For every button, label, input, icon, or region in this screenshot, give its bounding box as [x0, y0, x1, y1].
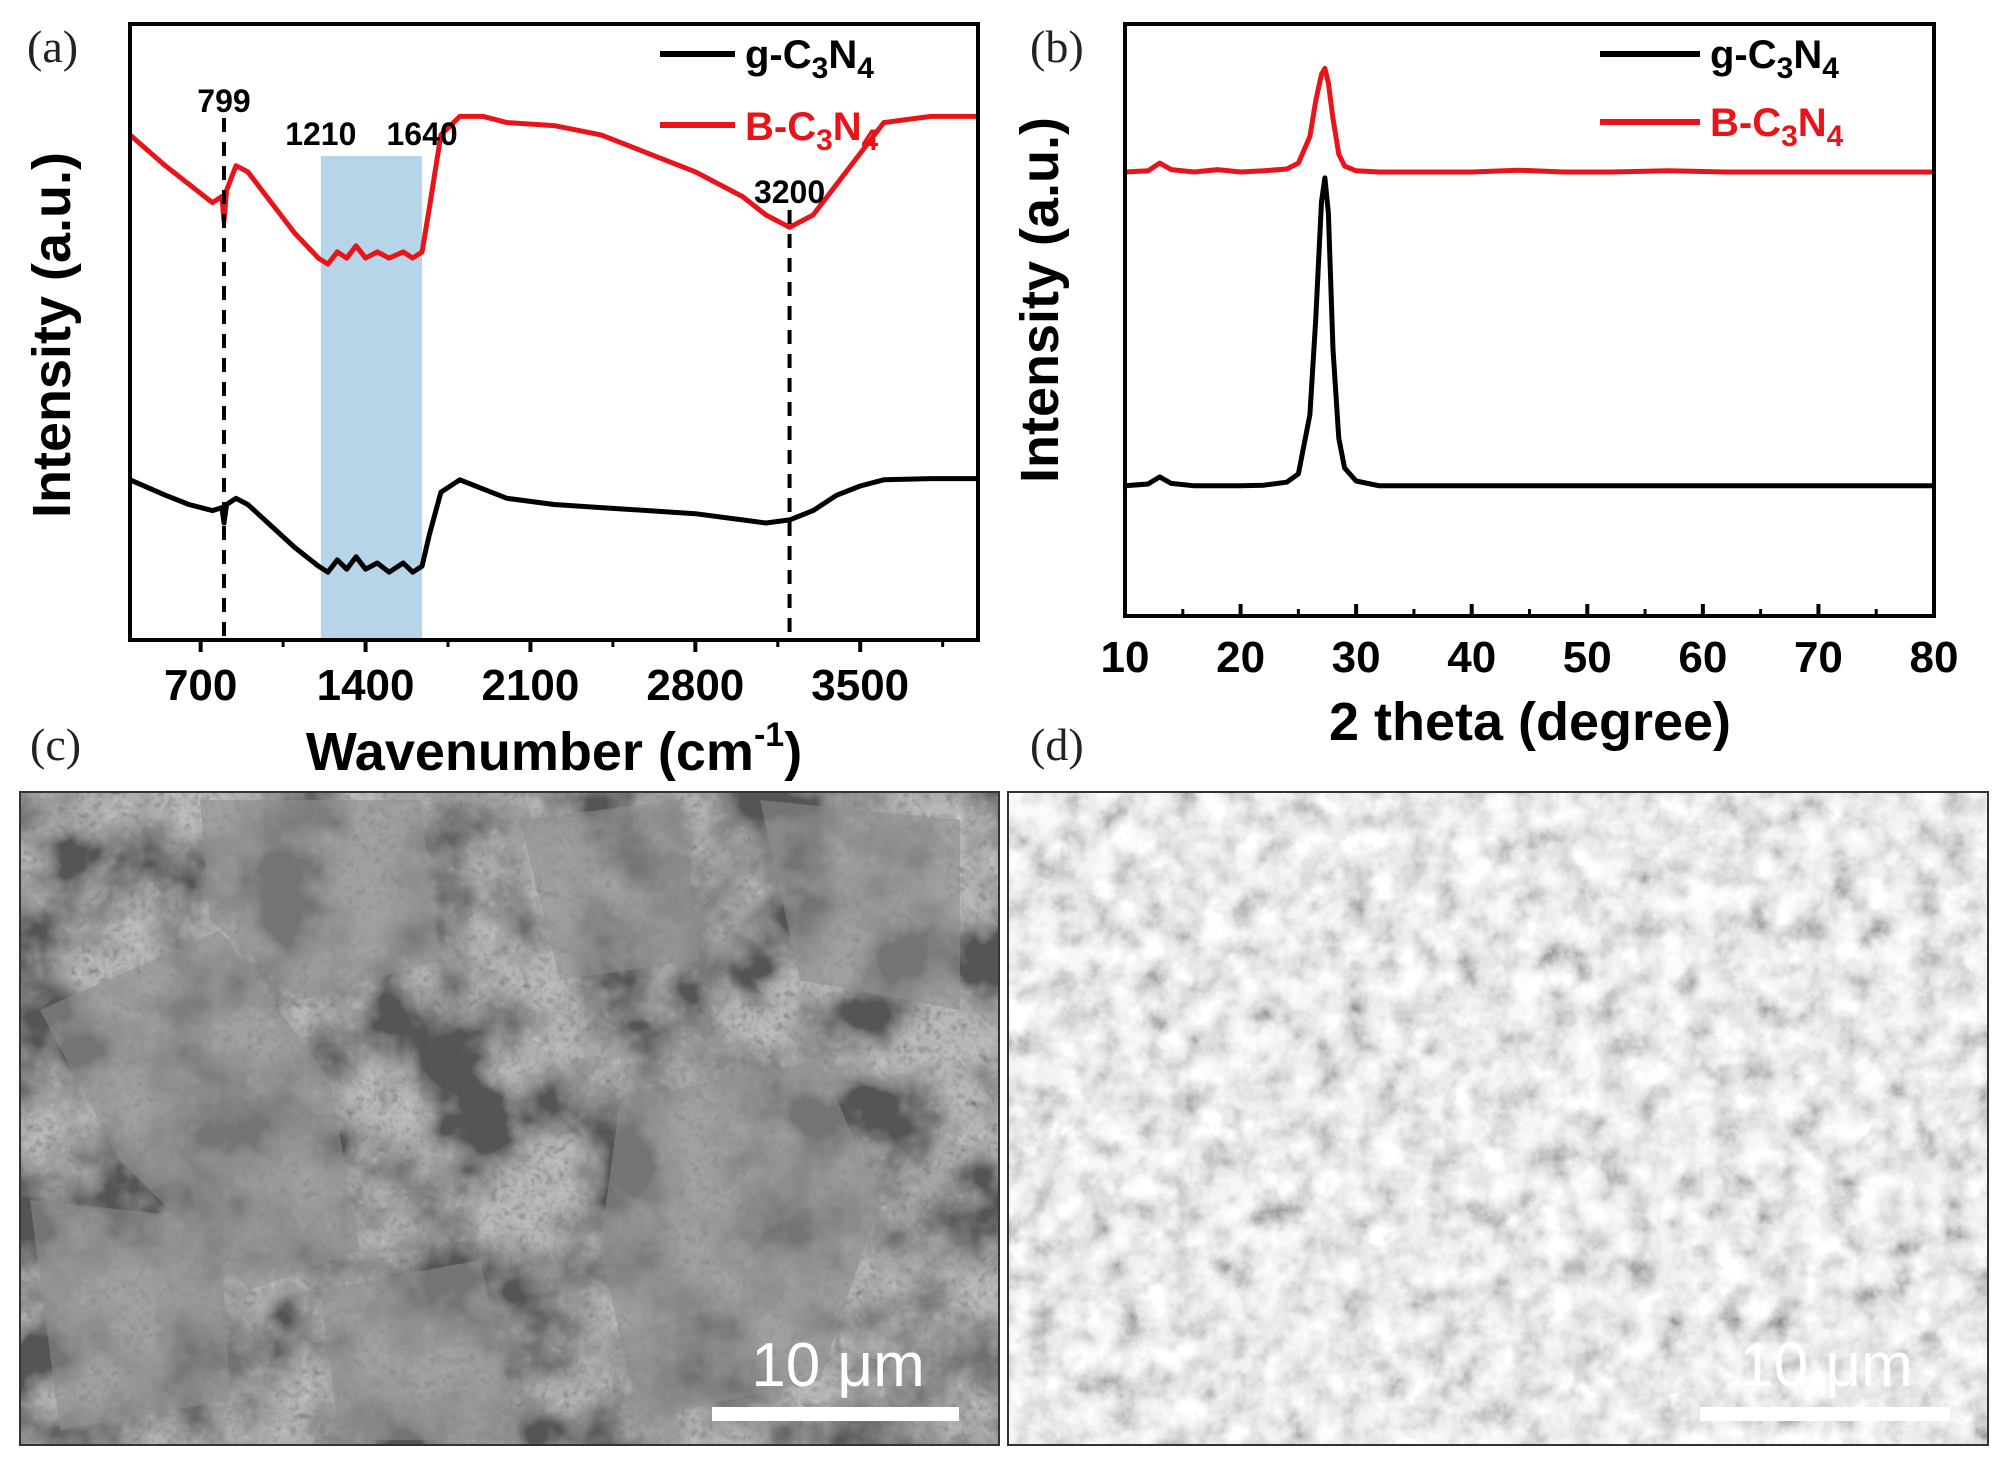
panel-a-x-tick-label-2800: 2800 — [646, 661, 744, 710]
panel-a-x-axis-label: Wavenumber (cm-1) — [306, 716, 802, 782]
panel-a-legend-label-b: B-C3N4 — [745, 105, 879, 157]
panel-a-x-axis-label-main: Wavenumber (cm — [306, 722, 754, 782]
panel-d-scalebar-label: 10 μm — [1739, 1331, 1913, 1400]
panel-a-annotation-799: 799 — [197, 83, 250, 119]
panel-a-series — [128, 113, 978, 575]
panel-b-x-tick-label-60: 60 — [1678, 633, 1727, 682]
panel-c-scalebar-label: 10 μm — [751, 1331, 925, 1400]
panel-b-x-tick-label-70: 70 — [1794, 633, 1843, 682]
panel-b-x-tick-label-80: 80 — [1910, 633, 1959, 682]
panel-d-scalebar — [1700, 1407, 1950, 1421]
panel-a-annotation-3200: 3200 — [754, 174, 825, 210]
panel-b-x-tick-label-30: 30 — [1332, 633, 1381, 682]
panel-a-x-axis-label-sup: -1 — [754, 716, 784, 754]
panel-a-annotations: 799 1210 1640 3200 — [197, 83, 825, 640]
panel-d-sem-image — [1007, 791, 1989, 1446]
panel-b-x-tick-label-50: 50 — [1563, 633, 1612, 682]
panel-b-y-axis-label: Intensity (a.u.) — [1010, 117, 1070, 483]
panel-d-tag: (d) — [1030, 719, 1084, 770]
panel-a-x-tick-label-2100: 2100 — [481, 661, 579, 710]
panel-b-x-axis-label: 2 theta (degree) — [1329, 692, 1731, 752]
panel-b-legend: g-C3N4 B-C3N4 — [1600, 33, 1844, 153]
panel-a-legend-label-g: g-C3N4 — [745, 33, 874, 85]
panel-a-series-g-C3N4 — [129, 476, 978, 575]
panel-b-legend-label-g: g-C3N4 — [1710, 33, 1839, 85]
panel-b: (b) 10 20 30 40 50 60 70 80 Intensity (a.u.) 2 … — [1010, 21, 1958, 752]
panel-c-scalebar — [712, 1407, 959, 1421]
panel-a-plot-frame — [128, 22, 980, 642]
panel-a-annotation-1640: 1640 — [386, 116, 457, 152]
panel-c-sem-image — [19, 791, 1000, 1446]
panel-a-x-tick-label-700: 700 — [164, 661, 237, 710]
panel-a-x-tick-label-3500: 3500 — [811, 661, 909, 710]
panel-b-series — [1124, 65, 1934, 489]
panel-b-series-g-C3N4 — [1124, 175, 1934, 489]
panel-b-legend-label-b: B-C3N4 — [1710, 101, 1844, 153]
panel-b-x-ticks: 10 20 30 40 50 60 70 80 — [1101, 604, 1959, 682]
panel-c-tag: (c) — [30, 719, 81, 770]
panel-a-legend: g-C3N4 B-C3N4 — [660, 33, 879, 157]
panel-a-x-axis-label-end: ) — [784, 722, 802, 782]
panel-b-x-tick-label-10: 10 — [1101, 633, 1150, 682]
panel-a-annotation-1210: 1210 — [285, 116, 356, 152]
panel-b-series-B-C3N4 — [1124, 65, 1934, 175]
panel-b-tag: (b) — [1030, 21, 1084, 72]
panel-b-x-tick-label-40: 40 — [1447, 633, 1496, 682]
panel-a-series-B-C3N4 — [128, 113, 978, 267]
panel-d: (d) 10 μm — [1007, 719, 1989, 1446]
panel-a-x-tick-label-1400: 1400 — [317, 661, 415, 710]
panel-a-x-ticks: 700 1400 2100 2800 3500 — [164, 640, 945, 710]
panel-a-tag: (a) — [27, 21, 78, 72]
panel-b-x-tick-label-20: 20 — [1216, 633, 1265, 682]
panel-a-y-axis-label: Intensity (a.u.) — [22, 152, 82, 518]
panel-c: (c) 10 μm — [19, 719, 1000, 1446]
